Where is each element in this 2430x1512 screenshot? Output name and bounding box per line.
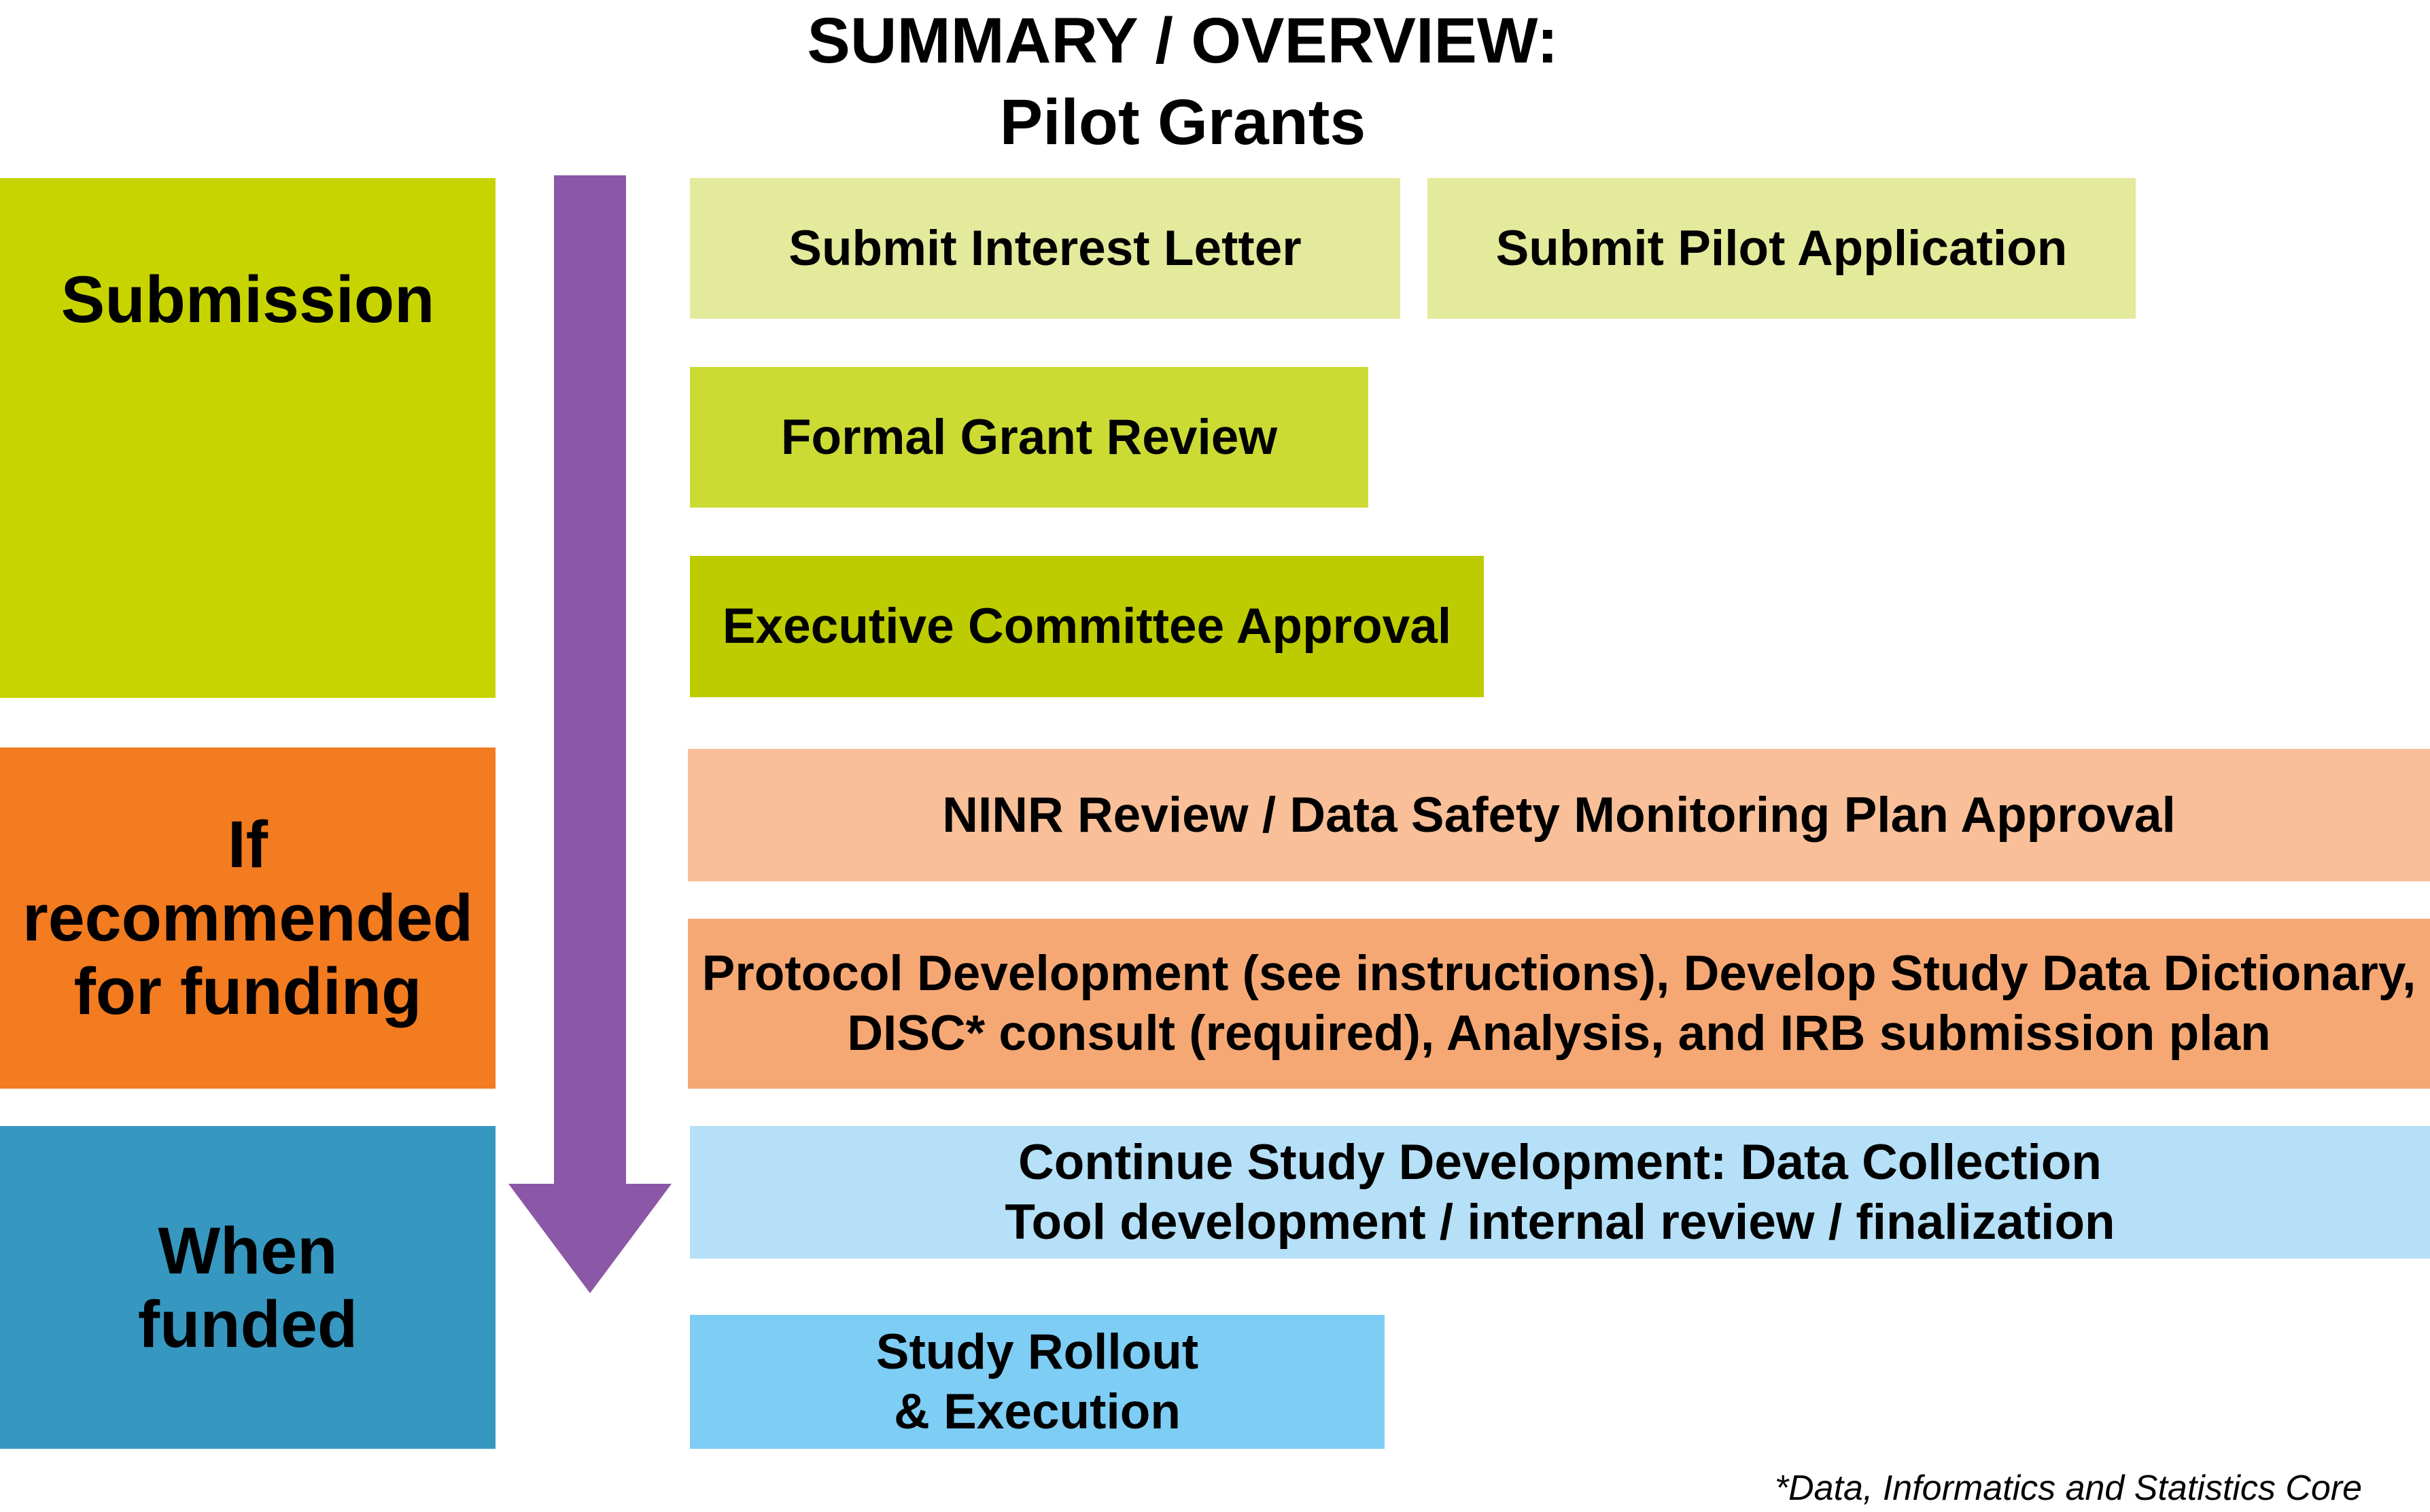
phase-when-funded: When funded — [0, 1126, 496, 1449]
step-continue-study-development-text: Continue Study Development: Data Collect… — [1005, 1133, 2115, 1252]
title-line-1: SUMMARY / OVERVIEW: — [807, 5, 1559, 77]
phase-if-recommended-label-line-2: for funding — [73, 954, 422, 1028]
phase-when-funded-label-line-2: funded — [137, 1286, 358, 1361]
step-protocol-development-line-2: DISC* consult (required), Analysis, and … — [847, 1006, 2271, 1061]
step-executive-committee-approval-label: Executive Committee Approval — [722, 599, 1452, 654]
step-protocol-development-line-1: Protocol Development (see instructions),… — [701, 946, 2416, 1001]
step-ninr-review: NINR Review / Data Safety Monitoring Pla… — [688, 749, 2430, 881]
process-arrow — [508, 175, 672, 1293]
step-study-rollout-line-1: Study Rollout — [875, 1324, 1199, 1379]
step-formal-grant-review-label: Formal Grant Review — [780, 409, 1278, 465]
step-submit-pilot-application-label: Submit Pilot Application — [1495, 220, 2068, 276]
phase-submission: Submission — [0, 178, 496, 698]
step-submit-pilot-application: Submit Pilot Application — [1427, 178, 2136, 319]
title-line-2: Pilot Grants — [999, 86, 1366, 158]
phase-when-funded-label-line-1: When — [158, 1213, 338, 1288]
step-submit-interest-letter-label: Submit Interest Letter — [788, 220, 1302, 276]
phase-if-recommended-text: If recommended for funding — [0, 808, 496, 1028]
step-continue-study-development: Continue Study Development: Data Collect… — [690, 1126, 2430, 1259]
step-protocol-development-text: Protocol Development (see instructions),… — [702, 944, 2416, 1063]
phase-if-recommended-label-line-1: If recommended — [22, 807, 474, 955]
diagram-title: SUMMARY / OVERVIEW: Pilot Grants — [0, 0, 2365, 163]
step-executive-committee-approval: Executive Committee Approval — [690, 556, 1484, 697]
step-study-rollout: Study Rollout & Execution — [690, 1315, 1385, 1449]
step-study-rollout-text: Study Rollout & Execution — [876, 1322, 1198, 1442]
phase-when-funded-text: When funded — [138, 1214, 358, 1361]
phase-if-recommended: If recommended for funding — [0, 748, 496, 1089]
step-ninr-review-label: NINR Review / Data Safety Monitoring Pla… — [942, 787, 2176, 843]
step-formal-grant-review: Formal Grant Review — [690, 367, 1368, 508]
phase-submission-label: Submission — [60, 262, 435, 336]
step-submit-interest-letter: Submit Interest Letter — [690, 178, 1400, 319]
step-protocol-development: Protocol Development (see instructions),… — [688, 919, 2430, 1089]
footnote: *Data, Informatics and Statistics Core — [1774, 1469, 2362, 1508]
step-study-rollout-line-2: & Execution — [894, 1384, 1181, 1439]
step-continue-study-development-line-2: Tool development / internal review / fin… — [1005, 1194, 2115, 1250]
step-continue-study-development-line-1: Continue Study Development: Data Collect… — [1018, 1134, 2102, 1190]
down-arrow-icon — [508, 175, 672, 1293]
